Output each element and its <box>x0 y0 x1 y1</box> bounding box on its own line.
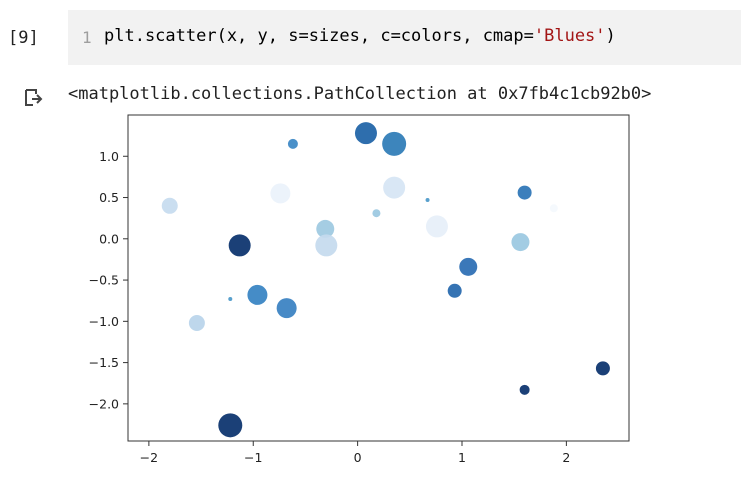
scatter-point-12 <box>315 234 338 257</box>
x-axis-ticks: −2 −1 0 1 2 <box>140 441 570 465</box>
scatter-point-17 <box>228 297 233 302</box>
y-tick-label: −0.5 <box>89 273 119 288</box>
scatter-point-8 <box>372 209 381 218</box>
line-number: 1 <box>82 28 92 47</box>
points-layer <box>161 122 610 438</box>
y-axis-ticks: 1.0 0.5 0.0 −0.5 −1.0 −1.5 −2.0 <box>89 149 128 411</box>
x-tick-label: 2 <box>562 450 570 465</box>
code-prefix: plt.scatter(x, y, s=sizes, c=colors, cma… <box>104 26 534 46</box>
execution-count: [9] <box>8 28 39 48</box>
output-text: <matplotlib.collections.PathCollection a… <box>68 84 652 104</box>
x-tick-label: −1 <box>244 450 262 465</box>
scatter-point-15 <box>459 257 478 276</box>
scatter-point-3 <box>383 176 406 199</box>
scatter-point-11 <box>316 219 335 238</box>
x-tick-label: 1 <box>458 450 466 465</box>
scatter-point-5 <box>161 197 178 214</box>
y-tick-label: −1.0 <box>89 314 119 329</box>
scatter-point-1 <box>382 131 407 156</box>
code-string-literal: 'Blues' <box>533 26 606 46</box>
scatter-point-0 <box>354 122 377 145</box>
scatter-point-9 <box>549 204 558 213</box>
code-cell[interactable]: [9] 1 plt.scatter(x, y, s=sizes, c=color… <box>0 0 741 72</box>
scatter-point-16 <box>447 283 462 298</box>
y-tick-label: 1.0 <box>99 149 119 164</box>
scatter-point-13 <box>228 234 251 257</box>
y-tick-label: 0.0 <box>99 231 119 246</box>
code-editor[interactable]: 1 plt.scatter(x, y, s=sizes, c=colors, c… <box>68 10 741 65</box>
x-tick-label: 0 <box>354 450 362 465</box>
code-line[interactable]: plt.scatter(x, y, s=sizes, c=colors, cma… <box>104 26 616 46</box>
scatter-point-4 <box>270 183 291 204</box>
y-tick-label: 0.5 <box>99 190 119 205</box>
x-tick-label: −2 <box>140 450 158 465</box>
y-tick-label: −1.5 <box>89 355 119 370</box>
output-arrow-icon[interactable] <box>22 86 44 108</box>
scatter-point-14 <box>511 233 530 252</box>
scatter-point-22 <box>519 384 530 395</box>
scatter-point-6 <box>517 185 532 200</box>
scatter-point-7 <box>425 198 430 203</box>
scatter-point-23 <box>218 413 243 438</box>
scatter-point-19 <box>276 298 297 319</box>
scatter-point-10 <box>425 215 448 238</box>
y-tick-label: −2.0 <box>89 396 119 411</box>
scatter-point-18 <box>247 284 268 305</box>
scatter-point-21 <box>595 361 610 376</box>
code-suffix: ) <box>605 26 616 46</box>
scatter-point-2 <box>287 138 298 149</box>
scatter-point-20 <box>188 314 205 331</box>
axes-frame <box>127 114 630 442</box>
